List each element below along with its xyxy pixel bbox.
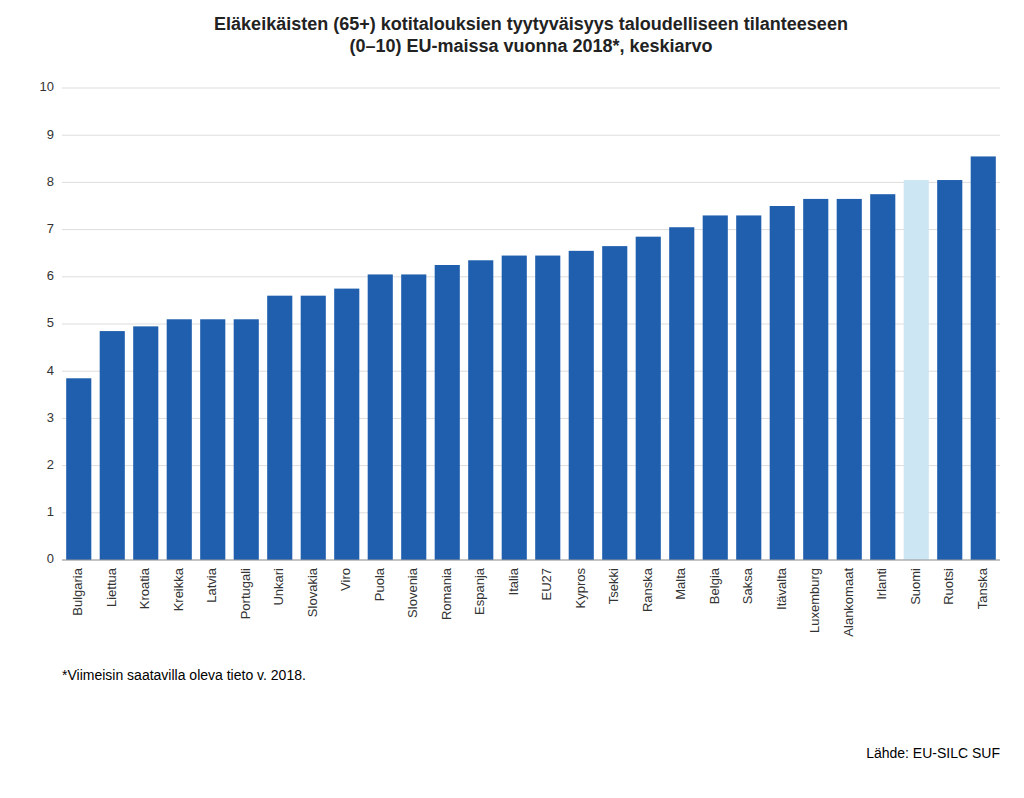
bar	[435, 265, 460, 560]
x-tick-label: Latvia	[204, 567, 219, 602]
title: Eläkeikäisten (65+) kotitalouksien tyyty…	[214, 14, 848, 56]
y-tick-label: 7	[47, 221, 54, 236]
bar	[468, 260, 493, 560]
y-tick-label: 9	[47, 127, 54, 142]
x-tick-label: Suomi	[908, 568, 923, 605]
x-tick-label: Irlanti	[874, 568, 889, 600]
bar	[971, 156, 996, 560]
grid-line	[62, 88, 1000, 89]
bar	[870, 194, 895, 560]
bar	[368, 274, 393, 560]
x-tick-label: Ruotsi	[941, 568, 956, 605]
x-tick-label: Portugali	[238, 568, 253, 619]
x-tick-label: Tsekki	[606, 568, 621, 604]
grid	[62, 88, 1000, 560]
chart-container: Eläkeikäisten (65+) kotitalouksien tyyty…	[0, 0, 1024, 798]
bar	[334, 289, 359, 560]
bar	[100, 331, 125, 560]
title-line: Eläkeikäisten (65+) kotitalouksien tyyty…	[214, 14, 848, 34]
bar	[602, 246, 627, 560]
y-tick-label: 2	[47, 457, 54, 472]
bar	[669, 227, 694, 560]
x-tick-label: Luxemburg	[807, 568, 822, 633]
bar	[502, 256, 527, 560]
bar	[535, 256, 560, 560]
y-tick-label: 6	[47, 268, 54, 283]
bar	[200, 319, 225, 560]
bar	[569, 251, 594, 560]
bar	[837, 199, 862, 560]
bar	[937, 180, 962, 560]
bar	[770, 206, 795, 560]
bar	[133, 326, 158, 560]
bar	[803, 199, 828, 560]
x-tick-label: Bulgaria	[70, 567, 85, 615]
bar	[703, 215, 728, 560]
page: {"chart_data": {"type": "bar", "title": …	[0, 0, 1024, 798]
x-tick-label: Malta	[673, 567, 688, 600]
x-tick-label: Kroatia	[137, 567, 152, 609]
x-tick-label: Saksa	[740, 567, 755, 604]
chart: Eläkeikäisten (65+) kotitalouksien tyyty…	[0, 0, 1024, 798]
x-axis: Bulgaria Liettua Kroatia Kreikka Latvia Portu…	[62, 560, 1000, 637]
grid-line	[62, 182, 1000, 183]
grid-line	[62, 135, 1000, 136]
y-axis: 0 1 2 3 4 5 6 7 8 9 10	[40, 79, 54, 566]
bar	[736, 215, 761, 560]
x-tick-label: Slovakia	[305, 567, 320, 617]
x-tick-label: Romania	[439, 567, 454, 620]
y-tick-label: 5	[47, 315, 54, 330]
bar	[267, 296, 292, 560]
x-tick-label: Kypros	[573, 568, 588, 609]
x-tick-label: Ranska	[640, 567, 655, 612]
grid-line	[62, 560, 1000, 561]
x-tick-label: Itävalta	[774, 567, 789, 610]
bar	[636, 237, 661, 560]
y-tick-label: 3	[47, 410, 54, 425]
x-tick-label: Italia	[506, 567, 521, 595]
x-tick-label: Kreikka	[171, 567, 186, 611]
footnote: *Viimeisin saatavilla oleva tieto v. 201…	[62, 667, 306, 683]
x-tick-label: Unkari	[271, 568, 286, 606]
bar	[401, 274, 426, 560]
bars	[66, 156, 996, 560]
title-line: (0–10) EU-maissa vuonna 2018*, keskiarvo	[349, 36, 712, 56]
bar	[904, 180, 929, 560]
x-tick-label: Liettua	[104, 567, 119, 607]
x-tick-label: EU27	[539, 568, 554, 601]
x-tick-label: Viro	[338, 568, 353, 591]
x-tick-label: Alankomaat	[841, 568, 856, 637]
x-tick-label: Puola	[372, 567, 387, 601]
bar	[301, 296, 326, 560]
x-axis-line	[62, 560, 1000, 561]
y-tick-label: 4	[47, 363, 54, 378]
bar	[167, 319, 192, 560]
x-tick-label: Slovenia	[405, 567, 420, 618]
y-tick-label: 10	[40, 79, 54, 94]
x-tick-label: Espanja	[472, 567, 487, 615]
y-tick-label: 8	[47, 174, 54, 189]
source: Lähde: EU-SILC SUF	[866, 745, 1000, 761]
y-tick-label: 1	[47, 504, 54, 519]
x-tick-label: Belgia	[707, 567, 722, 604]
bar	[66, 378, 91, 560]
y-tick-label: 0	[47, 551, 54, 566]
bar	[234, 319, 259, 560]
x-tick-label: Tanska	[975, 567, 990, 609]
